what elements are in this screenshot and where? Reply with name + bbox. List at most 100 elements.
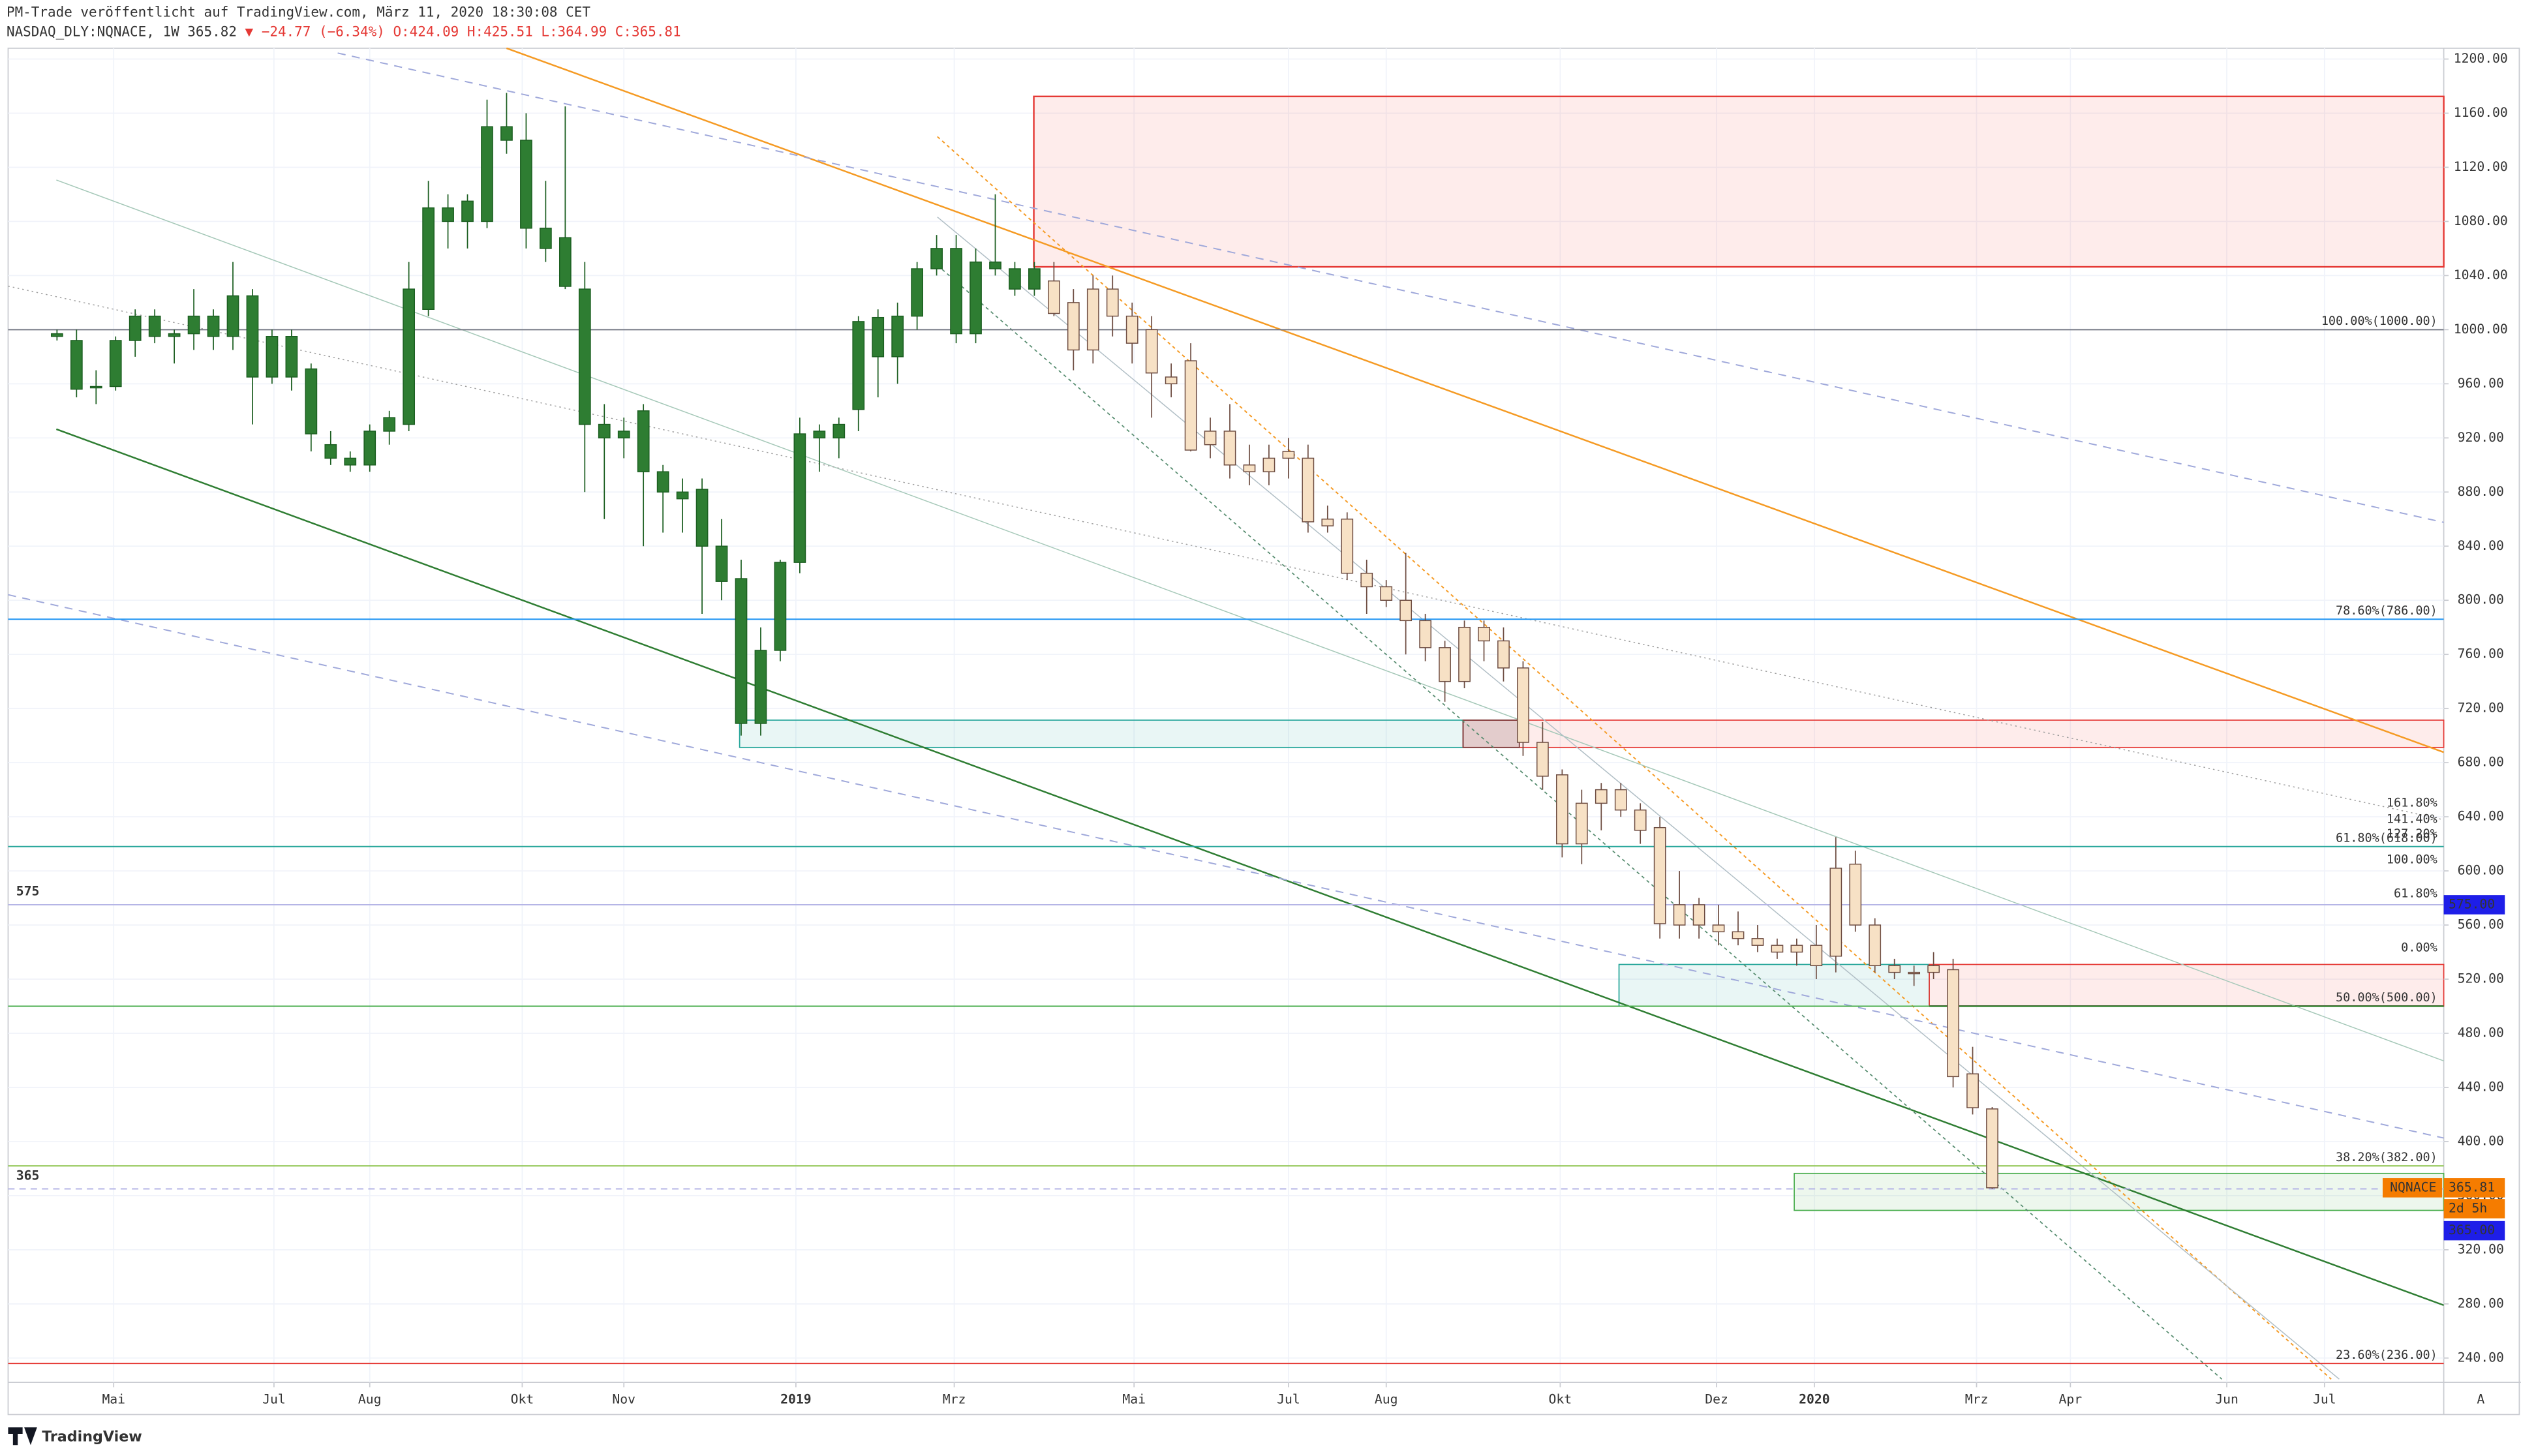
y-tick-label: 800.00 [2458, 592, 2504, 607]
y-tick-label: 960.00 [2458, 376, 2504, 391]
candle-body [1302, 457, 1315, 523]
candle-body [695, 489, 709, 547]
candle-body [520, 140, 532, 229]
candle-body [168, 333, 181, 337]
y-tick-label: 520.00 [2458, 971, 2504, 986]
candle-body [1165, 376, 1178, 385]
candle-body [872, 316, 885, 357]
x-tick-label: Jul [262, 1392, 286, 1407]
y-tick-label: 720.00 [2458, 701, 2504, 716]
trend-line [506, 47, 2445, 753]
candle-body [1966, 1073, 1979, 1108]
x-tick-label: Okt [1549, 1392, 1572, 1407]
candle-body [735, 578, 748, 724]
candle-body [1067, 302, 1080, 351]
level-label: 100.00%(1000.00) [2321, 314, 2437, 328]
candle-body [891, 315, 904, 357]
y-tick-label: 1080.00 [2454, 213, 2508, 228]
candle-body [1380, 586, 1393, 601]
candle-body [754, 650, 767, 724]
candle-body [1517, 667, 1529, 743]
x-tick-label: Dez [1705, 1392, 1728, 1407]
candle-body [187, 315, 200, 335]
candle-body [1497, 640, 1510, 669]
candle-body [70, 340, 83, 390]
y-tick-label: 680.00 [2458, 755, 2504, 770]
candle-body [422, 207, 435, 310]
levels: 100.00%(1000.00) 78.60%(786.00) 61.80%(618… [8, 314, 2444, 1365]
candle-body [970, 261, 982, 335]
y-tick-label: 440.00 [2458, 1079, 2504, 1094]
price-badge-label: 2d 5h [2449, 1200, 2487, 1215]
y-tick-label: 760.00 [2458, 646, 2504, 661]
candle-body [1575, 802, 1588, 845]
candle-body [129, 315, 142, 341]
zone [1462, 720, 2445, 748]
y-tick-label: 1200.00 [2454, 51, 2508, 66]
candle-body [1927, 965, 1940, 973]
y-tick-label: 600.00 [2458, 863, 2504, 878]
price-badge [2443, 1178, 2505, 1198]
candle-body [383, 417, 396, 432]
fib-label: 100.00% [2387, 853, 2437, 866]
x-tick-label: Nov [612, 1392, 635, 1407]
candle-body [715, 545, 728, 582]
candle-body [676, 491, 689, 500]
candle-body [1282, 451, 1295, 459]
candle-body [1771, 945, 1784, 953]
axes: 1200.00 1160.00 1120.00 1080.00 1040.00 1000.… [102, 51, 2507, 1407]
y-tick-label: 560.00 [2458, 917, 2504, 932]
y-tick-label: 1120.00 [2454, 159, 2508, 174]
fib-label: 127.20% [2387, 827, 2437, 841]
symbol-badge [2382, 1178, 2443, 1198]
candle-body [1732, 931, 1745, 939]
price-badge-label: 575.00 [2449, 896, 2495, 911]
candle-body [1595, 789, 1608, 804]
candle-body [656, 471, 669, 493]
candle-body [1262, 457, 1276, 472]
y-tick-label: 880.00 [2458, 484, 2504, 499]
candle-body [1204, 431, 1217, 446]
x-tick-label: 2020 [1799, 1392, 1829, 1407]
x-tick-label: Okt [511, 1392, 534, 1407]
candle-body [1986, 1108, 1998, 1189]
zone [1929, 963, 2445, 1007]
scale-button[interactable]: A [2477, 1392, 2484, 1407]
zone [1794, 1172, 2445, 1211]
fib-label: 161.80% [2387, 796, 2437, 810]
candle-body [813, 431, 826, 439]
candle-body [1790, 945, 1803, 953]
candle-body [1478, 626, 1490, 642]
candle-body [852, 321, 865, 410]
candle-body [226, 295, 239, 337]
candle-body [461, 200, 474, 222]
candle-body [793, 433, 806, 563]
x-tick-label: Mai [102, 1392, 125, 1407]
candle-body [1048, 280, 1060, 314]
candle-body [617, 431, 630, 439]
zone [1033, 95, 2445, 268]
candle-body [1360, 572, 1373, 588]
fib-label: 141.40% [2387, 812, 2437, 826]
candle-body [1439, 647, 1451, 682]
level-label: 23.60%(236.00) [2336, 1348, 2437, 1362]
candle-body [50, 333, 63, 337]
y-tick-label: 1160.00 [2454, 105, 2508, 120]
price-badge-label: 365.00 [2449, 1222, 2495, 1237]
candle-body [578, 288, 591, 425]
level-label: 38.20%(382.00) [2336, 1151, 2437, 1164]
level-label: 50.00%(500.00) [2336, 991, 2437, 1005]
trend-line [937, 136, 2332, 1380]
candle-body [1028, 268, 1041, 290]
fib-label: 61.80% [2394, 887, 2437, 900]
level-left-label: 575 [16, 884, 40, 899]
y-tick-label: 1000.00 [2454, 322, 2508, 337]
candle-body [637, 410, 650, 472]
price-badge-label: 365.81 [2449, 1179, 2495, 1194]
candle-body [1009, 268, 1021, 290]
y-tick-label: 840.00 [2458, 538, 2504, 553]
price-badge [2443, 1221, 2505, 1241]
trend-line [56, 179, 2444, 1062]
candle-body [363, 431, 376, 466]
